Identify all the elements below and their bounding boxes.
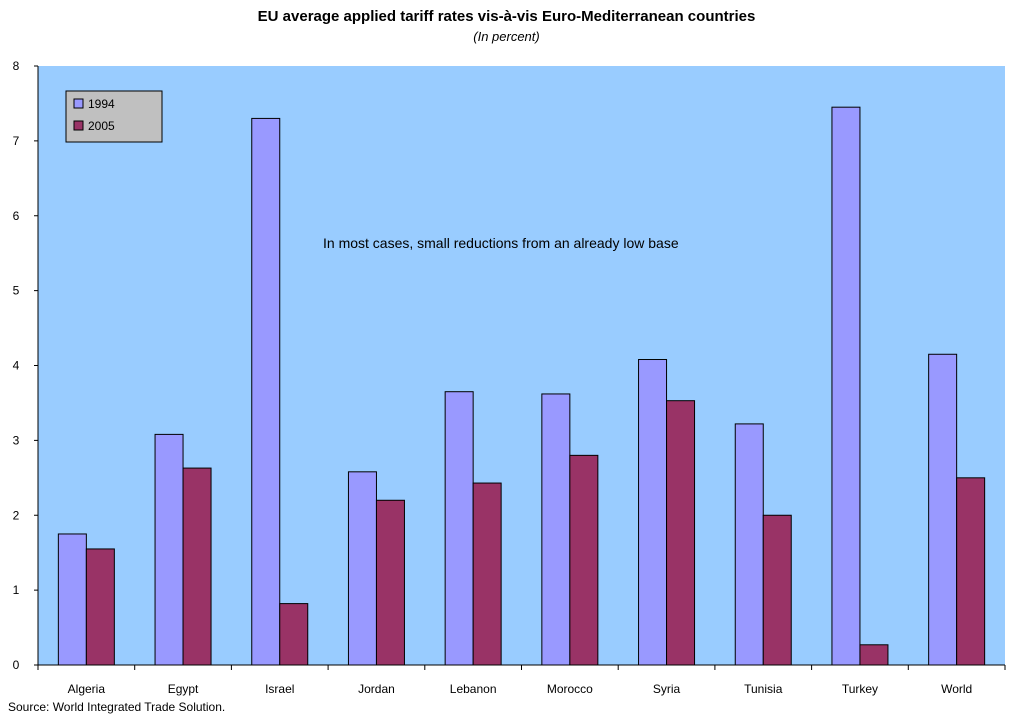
x-tick-label: Lebanon	[450, 682, 497, 696]
y-tick-label: 6	[13, 209, 20, 223]
y-tick-label: 2	[13, 508, 20, 522]
x-tick-label: Israel	[265, 682, 294, 696]
bar-1994-lebanon	[444, 391, 474, 666]
bar-1994-morocco	[541, 393, 571, 666]
y-tick-label: 8	[13, 59, 20, 73]
x-tick-label: Algeria	[68, 682, 106, 696]
x-tick-label: Tunisia	[744, 682, 783, 696]
bar-2005-turkey	[859, 644, 889, 666]
chart-title: EU average applied tariff rates vis-à-vi…	[257, 8, 756, 25]
y-tick-label: 5	[13, 284, 20, 298]
bar-1994-syria	[638, 359, 668, 666]
bar-1994-turkey	[831, 106, 861, 666]
x-tick-label: Egypt	[168, 682, 199, 696]
bar-2005-tunisia	[762, 514, 792, 666]
bar-2005-world	[956, 477, 986, 666]
x-tick-label: World	[941, 682, 972, 696]
bar-2005-israel	[279, 603, 309, 666]
y-tick-label: 7	[13, 134, 20, 148]
ticks: 0 1 2 3 4 5 6 7 8 Algeria Egypt Israel Jordan Lebanon…	[13, 59, 1006, 696]
source-note: Source: World Integrated Trade Solution.	[8, 700, 226, 714]
bar-2005-syria	[666, 400, 696, 666]
y-tick-label: 4	[13, 359, 20, 373]
y-tick-label: 0	[13, 658, 20, 672]
chart-annotation: In most cases, small reductions from an …	[323, 235, 679, 251]
bar-1994-jordan	[347, 471, 377, 666]
bar-1994-israel	[251, 117, 281, 666]
legend-label-2005: 2005	[88, 119, 115, 133]
bar-2005-morocco	[569, 454, 599, 666]
x-tick-label: Turkey	[842, 682, 878, 696]
legend-swatch-1994	[73, 98, 84, 109]
x-tick-label: Jordan	[358, 682, 395, 696]
bar-1994-egypt	[154, 433, 184, 666]
legend-swatch-2005	[73, 120, 84, 131]
bar-2005-algeria	[85, 548, 115, 666]
bar-1994-algeria	[57, 533, 87, 666]
chart-subtitle: (In percent)	[473, 29, 540, 44]
legend: 1994 2005	[65, 90, 163, 143]
y-tick-label: 3	[13, 433, 20, 447]
bar-2005-egypt	[182, 467, 212, 666]
x-tick-label: Syria	[653, 682, 681, 696]
bars	[57, 106, 986, 666]
bar-1994-world	[928, 353, 958, 666]
bar-1994-tunisia	[734, 423, 764, 666]
x-tick-label: Morocco	[547, 682, 593, 696]
y-tick-label: 1	[13, 583, 20, 597]
bar-2005-jordan	[375, 499, 405, 666]
bar-2005-lebanon	[472, 482, 502, 666]
legend-label-1994: 1994	[88, 97, 115, 111]
